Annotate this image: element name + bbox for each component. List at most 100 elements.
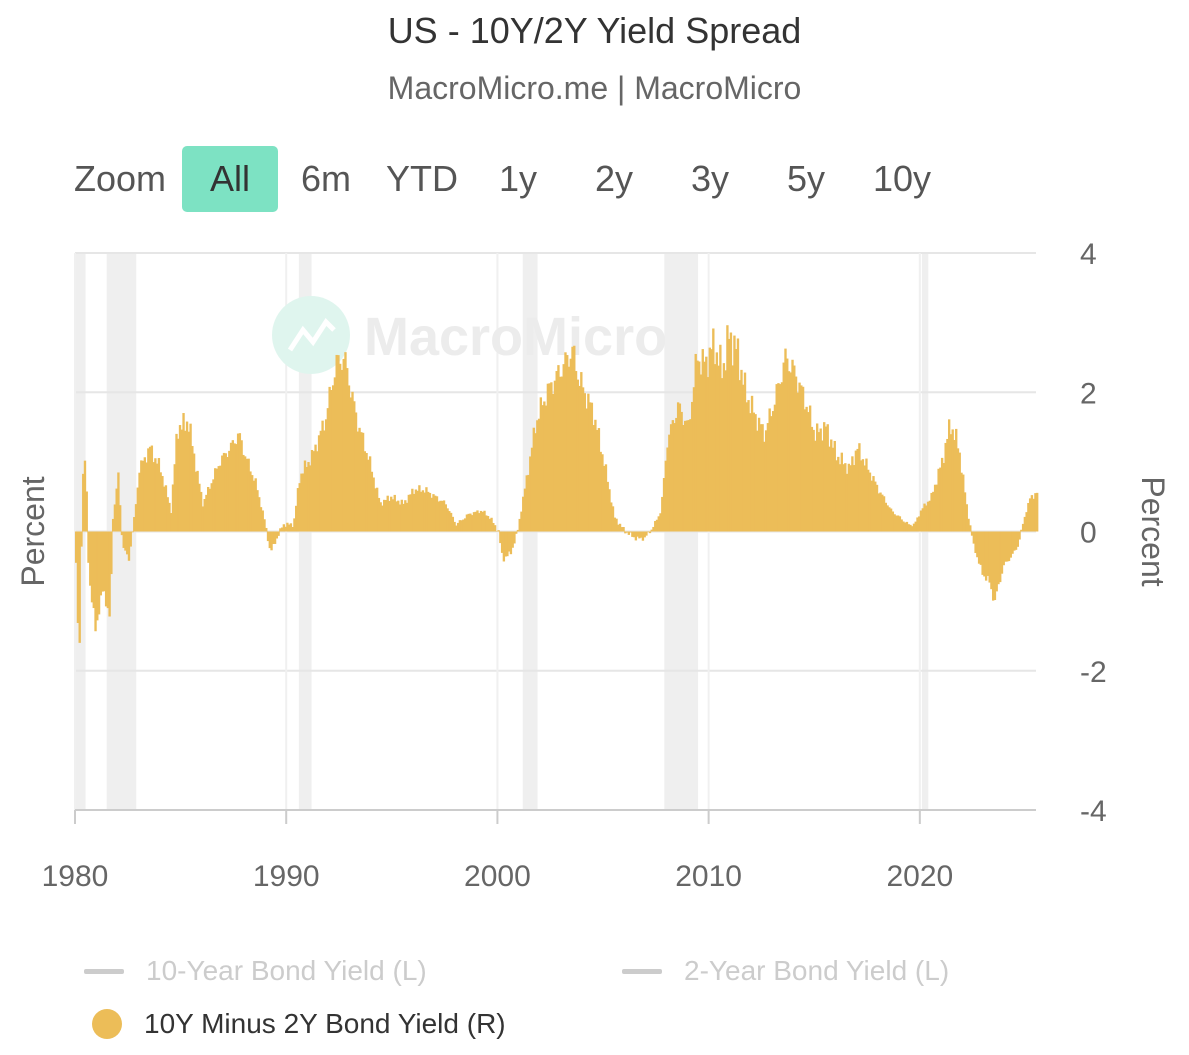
spread-bar	[152, 462, 155, 532]
zoom-bar: Zoom All 6m YTD 1y 2y 3y 5y 10y	[74, 146, 950, 212]
spread-bar	[773, 404, 777, 532]
zoom-button-1y[interactable]: 1y	[499, 158, 538, 199]
spread-bar	[830, 439, 833, 532]
spread-bar	[434, 495, 437, 532]
spread-bar	[655, 519, 659, 532]
spread-bar	[587, 393, 590, 532]
spread-bar	[367, 459, 370, 532]
legend-item-spread[interactable]: 10Y Minus 2Y Bond Yield (R)	[92, 1008, 506, 1040]
spread-bar	[203, 498, 206, 532]
spread-bar	[233, 443, 236, 532]
spread-bar	[381, 505, 384, 532]
spread-bar	[606, 481, 609, 532]
legend-label: 10Y Minus 2Y Bond Yield (R)	[144, 1008, 506, 1039]
spread-bar	[537, 418, 541, 532]
spread-bar	[893, 514, 896, 532]
spread-bar	[990, 531, 993, 590]
spread-bar	[668, 434, 671, 532]
spread-bar	[810, 426, 814, 532]
spread-bar	[268, 531, 271, 549]
spread-bar	[210, 483, 213, 532]
spread-bar	[214, 468, 217, 532]
spread-bar	[449, 512, 453, 532]
spread-bar	[518, 518, 521, 532]
spread-bar	[395, 501, 398, 532]
spread-bar	[374, 488, 377, 532]
legend-item-10y-yield[interactable]: 10-Year Bond Yield (L)	[84, 955, 427, 987]
spread-bar	[960, 472, 963, 532]
zoom-button-6m[interactable]: 6m	[301, 158, 352, 199]
spread-bar	[184, 430, 187, 532]
spread-bar	[287, 524, 291, 532]
spread-bar	[613, 517, 616, 532]
spread-bar	[819, 428, 822, 532]
spread-bar	[886, 505, 889, 532]
spread-bar	[599, 451, 602, 532]
spread-bar	[759, 424, 763, 532]
spread-bar	[467, 513, 470, 532]
spread-bar	[851, 456, 854, 532]
spread-bar	[566, 355, 569, 532]
spread-bar	[187, 431, 191, 532]
zoom-button-3y[interactable]: 3y	[691, 158, 730, 199]
zoom-button-2y[interactable]: 2y	[595, 158, 634, 199]
spread-bar	[581, 387, 585, 532]
spread-bar	[909, 524, 912, 532]
spread-bar	[891, 511, 895, 532]
spread-bar	[113, 504, 117, 532]
spread-bar	[615, 518, 618, 532]
spread-bar	[217, 466, 220, 532]
spread-bar	[838, 464, 842, 532]
spread-bar	[263, 519, 266, 532]
spread-bar	[981, 531, 984, 575]
spread-bar	[801, 386, 805, 532]
spread-bar	[789, 372, 792, 532]
spread-bar	[134, 504, 138, 532]
spread-bar	[525, 475, 528, 532]
spread-bar	[1007, 531, 1011, 562]
zoom-button-ytd[interactable]: YTD	[386, 158, 459, 199]
spread-bar	[543, 401, 546, 532]
spread-bar	[698, 361, 701, 532]
spread-bar	[638, 531, 641, 539]
spread-bar	[550, 382, 553, 532]
spread-bar	[775, 384, 778, 532]
spread-bar	[560, 376, 564, 532]
spread-bar	[423, 492, 426, 532]
zoom-button-10y[interactable]: 10y	[873, 158, 932, 199]
spread-bar	[493, 525, 497, 532]
spread-bar	[683, 420, 687, 532]
spread-bar	[564, 352, 567, 532]
spread-bar	[511, 531, 514, 548]
chart-title: US - 10Y/2Y Yield Spread	[387, 10, 802, 51]
chart-plot: MacroMicro 1980 1990 2000 2010 2020 4 2 0 -2 -4 Pe…	[15, 238, 1171, 893]
spread-bar	[940, 457, 944, 532]
spread-bar	[166, 497, 169, 532]
spread-bar	[229, 442, 233, 532]
spread-bar	[685, 420, 689, 532]
spread-bar	[346, 368, 349, 532]
spread-bar	[800, 385, 803, 532]
spread-bar	[715, 352, 719, 532]
spread-bar	[574, 371, 578, 532]
spread-bar	[136, 487, 139, 532]
spread-bar	[471, 515, 474, 532]
spread-bar	[194, 471, 198, 532]
spread-bar	[321, 420, 324, 532]
spread-bar	[712, 328, 715, 532]
spread-bar	[979, 531, 983, 565]
spread-bar	[319, 430, 323, 532]
spread-bar	[196, 470, 199, 532]
spread-bar	[404, 500, 407, 532]
spread-bar	[145, 462, 148, 532]
spread-bar	[939, 467, 942, 532]
spread-bar	[159, 472, 162, 532]
zoom-button-5y[interactable]: 5y	[787, 158, 826, 199]
spread-bar	[821, 440, 824, 532]
spread-bar	[416, 490, 419, 532]
legend-item-2y-yield[interactable]: 2-Year Bond Yield (L)	[622, 955, 949, 987]
spread-bar	[256, 490, 259, 532]
spread-bar	[379, 502, 382, 532]
zoom-button-all[interactable]: All	[182, 146, 279, 212]
spread-bar	[478, 513, 481, 532]
